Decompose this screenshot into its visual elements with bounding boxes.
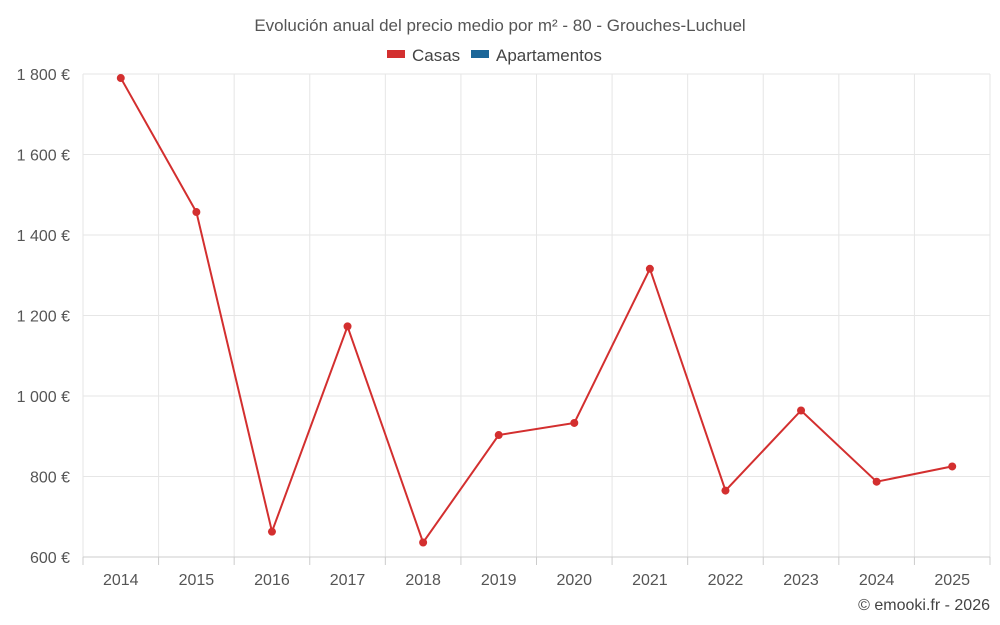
x-tick-label: 2017: [330, 572, 366, 589]
data-point-casas[interactable]: [343, 322, 352, 331]
data-point-casas[interactable]: [721, 486, 730, 495]
y-tick-label: 800 €: [30, 470, 70, 487]
data-point-casas[interactable]: [570, 418, 579, 427]
data-point-casas[interactable]: [419, 538, 428, 547]
x-tick-label: 2022: [708, 572, 744, 589]
credit-text: © emooki.fr - 2026: [858, 597, 990, 614]
x-tick-label: 2025: [934, 572, 970, 589]
x-tick-label: 2018: [405, 572, 441, 589]
grid: [82, 73, 991, 557]
x-tick-label: 2020: [556, 572, 592, 589]
x-tick-label: 2016: [254, 572, 290, 589]
chart-title: Evolución anual del precio medio por m² …: [254, 16, 745, 35]
legend-swatch-apartamentos[interactable]: [471, 50, 489, 58]
x-tick-label: 2023: [783, 572, 819, 589]
y-tick-label: 1 800 €: [17, 67, 70, 84]
legend: Casas Apartamentos: [387, 46, 602, 65]
legend-swatch-casas[interactable]: [387, 50, 405, 58]
legend-label-casas[interactable]: Casas: [412, 46, 460, 65]
x-axis: 2014 2015 2016 2017 2018 2019 2020 2021 2022 2023…: [82, 556, 991, 589]
data-point-casas[interactable]: [116, 74, 125, 83]
data-point-casas[interactable]: [645, 264, 654, 273]
data-point-casas[interactable]: [797, 406, 806, 415]
y-tick-label: 1 200 €: [17, 309, 70, 326]
data-point-casas[interactable]: [192, 208, 201, 217]
legend-label-apartamentos[interactable]: Apartamentos: [496, 46, 602, 65]
data-point-casas[interactable]: [494, 431, 503, 440]
y-tick-label: 1 400 €: [17, 228, 70, 245]
y-tick-label: 600 €: [30, 550, 70, 567]
x-tick-label: 2019: [481, 572, 517, 589]
data-point-casas[interactable]: [948, 462, 957, 471]
series-line-casas: [119, 77, 953, 545]
x-tick-label: 2024: [859, 572, 895, 589]
y-axis: 600 € 800 € 1 000 € 1 200 € 1 400 € 1 600 € 1 …: [17, 67, 70, 567]
y-tick-label: 1 000 €: [17, 389, 70, 406]
y-tick-label: 1 600 €: [17, 148, 70, 165]
series-casas: [116, 74, 957, 547]
data-point-casas[interactable]: [267, 527, 276, 536]
x-tick-label: 2015: [179, 572, 215, 589]
x-tick-label: 2014: [103, 572, 139, 589]
x-tick-label: 2021: [632, 572, 668, 589]
data-point-casas[interactable]: [872, 477, 881, 486]
